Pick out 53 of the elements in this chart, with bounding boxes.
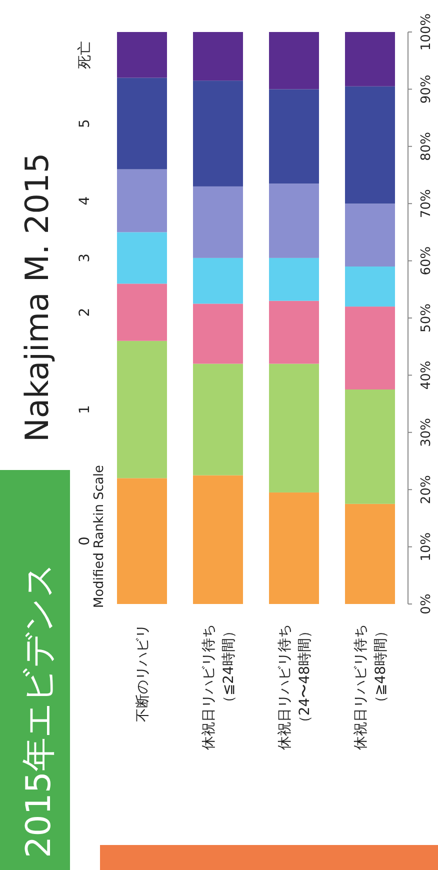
text: 1 [77, 405, 93, 414]
bar [345, 306, 395, 390]
text: 0 [77, 536, 93, 546]
legend-title: Modified Rankin Scale [92, 464, 107, 608]
y-tick-label: 60% [419, 246, 434, 276]
bar [269, 32, 319, 90]
bar [345, 86, 395, 204]
x-tick-label: 休祝日リハビリ待ち（≦24時間） [201, 624, 237, 750]
text: 2 [77, 308, 93, 317]
bar [345, 204, 395, 267]
bar [345, 266, 395, 307]
y-tick-label: 20% [419, 475, 434, 504]
bar [193, 304, 243, 364]
bar [117, 32, 167, 78]
x-tick-label: 不断のリハビリ [135, 624, 151, 722]
bar [117, 478, 167, 604]
y-tick-label: 10% [419, 532, 434, 562]
bar [193, 258, 243, 304]
bar [117, 232, 167, 284]
bar [193, 364, 243, 476]
y-tick-label: 30% [419, 418, 434, 447]
text: 死亡 [77, 40, 93, 69]
bar [193, 32, 243, 81]
x-tick-label: 休祝日リハビリ待ち（≧48時間） [353, 624, 389, 750]
y-tick-label: 70% [419, 189, 434, 218]
bar [193, 80, 243, 186]
bar [269, 258, 319, 301]
y-tick-label: 100% [419, 13, 434, 51]
y-tick-label: 80% [419, 132, 434, 161]
bar [269, 492, 319, 604]
bar [345, 504, 395, 604]
bar [193, 186, 243, 258]
y-tick-label: 90% [419, 74, 434, 104]
bar [269, 364, 319, 492]
text: 2015年エビデンス [19, 562, 59, 858]
bar [193, 475, 243, 604]
y-tick-label: 40% [419, 360, 434, 390]
text: 3 [77, 253, 93, 262]
y-tick-label: 50% [419, 304, 434, 332]
bar [345, 32, 395, 86]
text: Nakajima M. 2015 [18, 152, 56, 442]
bar [269, 300, 319, 364]
x-tick-label: 休祝日リハビリ待ち（24〜48時間） [277, 624, 313, 750]
y-tick-label: 0% [419, 594, 434, 614]
bar [269, 184, 319, 258]
bar [117, 169, 167, 232]
bar [117, 340, 167, 478]
text: 4 [77, 196, 93, 206]
bar [117, 78, 167, 170]
text: 5 [77, 119, 93, 128]
bar [117, 284, 167, 341]
bar [345, 390, 395, 504]
bar [269, 89, 319, 184]
